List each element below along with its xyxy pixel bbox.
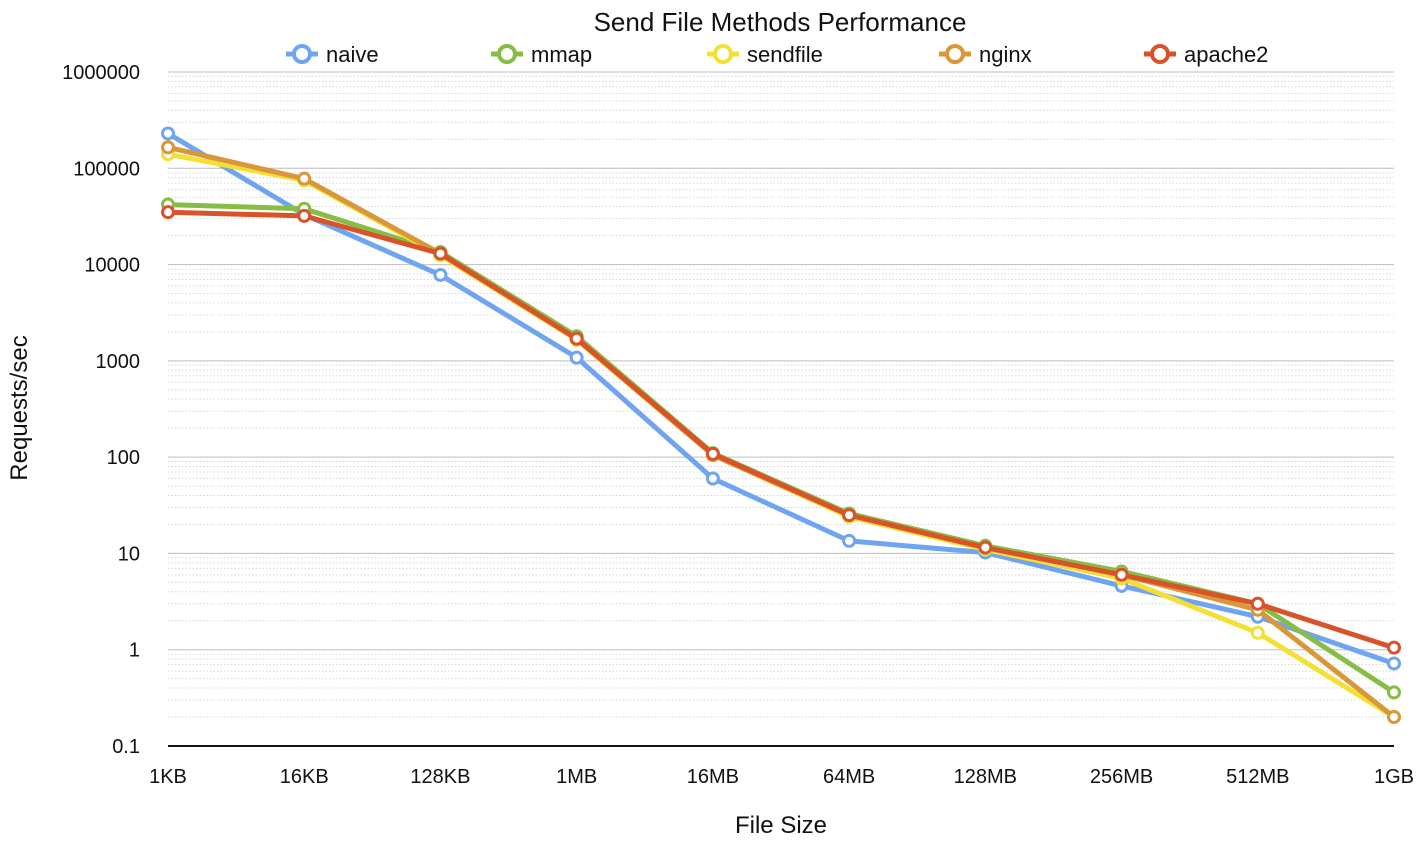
y-tick-label: 100	[107, 447, 140, 469]
series-line-naive	[165, 131, 1397, 666]
x-tick-label: 16MB	[687, 766, 739, 788]
legend-marker-icon	[1150, 44, 1170, 64]
y-tick-label: 1	[129, 640, 140, 662]
data-point-nginx	[161, 140, 175, 155]
legend-marker-icon	[497, 44, 517, 64]
y-axis-title: Requests/sec	[6, 335, 33, 480]
series-apache2	[161, 205, 1401, 655]
y-tick-label: 1000	[96, 351, 141, 373]
data-point-apache2	[433, 246, 448, 261]
x-tick-label: 128KB	[410, 766, 470, 788]
data-point-apache2	[1387, 640, 1401, 655]
legend-marker-icon	[713, 44, 733, 64]
y-tick-label: 10	[118, 543, 140, 565]
series-line-sendfile	[165, 151, 1397, 720]
data-point-apache2	[842, 508, 857, 523]
x-tick-label: 128MB	[954, 766, 1017, 788]
data-point-apache2	[161, 205, 175, 220]
legend-item-apache2[interactable]: apache2	[1144, 42, 1268, 67]
legend-item-nginx[interactable]: nginx	[939, 42, 1032, 67]
data-point-apache2	[1114, 567, 1129, 582]
data-point-nginx	[1387, 710, 1401, 725]
legend-label: naive	[326, 42, 379, 67]
legend-label: mmap	[531, 42, 592, 67]
series-line-apache2	[165, 209, 1397, 651]
data-point-naive	[1387, 656, 1401, 671]
y-tick-label: 10000	[84, 255, 140, 277]
x-tick-label: 1MB	[556, 766, 597, 788]
x-tick-label: 256MB	[1090, 766, 1153, 788]
legend-label: apache2	[1184, 42, 1268, 67]
x-tick-label: 1KB	[149, 766, 187, 788]
x-axis-title: File Size	[735, 812, 827, 839]
x-tick-label: 64MB	[823, 766, 875, 788]
legend-marker-icon	[945, 44, 965, 64]
legend-label: nginx	[979, 42, 1032, 67]
series-naive	[161, 126, 1401, 671]
data-point-naive	[161, 126, 175, 141]
legend-item-sendfile[interactable]: sendfile	[707, 42, 823, 67]
data-point-sendfile	[1250, 625, 1265, 640]
data-point-apache2	[705, 446, 720, 461]
data-point-naive	[842, 533, 857, 548]
series-lines	[161, 126, 1401, 725]
x-tick-label: 16KB	[280, 766, 329, 788]
gridlines	[168, 71, 1394, 718]
legend-label: sendfile	[747, 42, 823, 67]
legend-item-mmap[interactable]: mmap	[491, 42, 592, 67]
legend-item-naive[interactable]: naive	[286, 42, 379, 67]
data-point-naive	[569, 350, 584, 365]
axes: 1000000 100000 10000 1000 100 10 1 0.1 1KB 16KB 12…	[62, 62, 1414, 788]
x-tick-label: 1GB	[1374, 766, 1414, 788]
data-point-apache2	[569, 331, 584, 346]
data-point-naive	[433, 267, 448, 282]
legend[interactable]: naive mmap sendfile nginx apache2	[286, 42, 1268, 67]
y-tick-label: 0.1	[112, 736, 140, 758]
data-point-naive	[705, 471, 720, 486]
data-point-apache2	[978, 540, 993, 555]
x-tick-label: 512MB	[1226, 766, 1289, 788]
series-line-nginx	[165, 144, 1397, 720]
data-point-nginx	[297, 171, 312, 186]
legend-marker-icon	[292, 44, 312, 64]
series-line-mmap	[165, 202, 1397, 695]
data-point-apache2	[1250, 596, 1265, 611]
y-tick-label: 1000000	[62, 62, 140, 84]
chart-title: Send File Methods Performance	[594, 7, 967, 37]
data-point-apache2	[297, 208, 312, 223]
y-tick-label: 100000	[73, 158, 140, 180]
data-point-mmap	[1387, 685, 1401, 700]
